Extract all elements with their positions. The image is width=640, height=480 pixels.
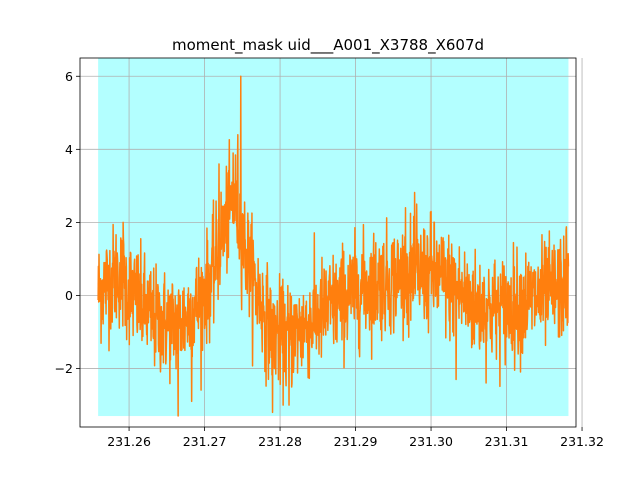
spectrum-line xyxy=(97,75,570,417)
x-tick-label: 231.32 xyxy=(560,434,604,449)
ticks: 231.26 231.27 231.28 231.29 231.30 231.31 231.… xyxy=(55,69,604,449)
x-tick-label: 231.29 xyxy=(334,434,378,449)
y-tick-label: 6 xyxy=(65,69,73,84)
x-tick-label: 231.31 xyxy=(485,434,529,449)
grid xyxy=(80,58,583,427)
y-tick-label: 2 xyxy=(65,215,73,230)
axes-frame xyxy=(79,57,577,428)
x-tick-label: 231.27 xyxy=(183,434,227,449)
x-tick-label: 231.30 xyxy=(409,434,453,449)
x-tick-label: 231.28 xyxy=(258,434,302,449)
mask-region xyxy=(98,58,569,417)
axes xyxy=(79,57,577,428)
chart-title: moment_mask uid___A001_X3788_X607d xyxy=(172,36,484,55)
x-tick-label: 231.26 xyxy=(107,434,151,449)
y-tick-label: −2 xyxy=(55,361,73,376)
y-tick-label: 0 xyxy=(65,288,73,303)
y-tick-label: 4 xyxy=(65,142,73,157)
